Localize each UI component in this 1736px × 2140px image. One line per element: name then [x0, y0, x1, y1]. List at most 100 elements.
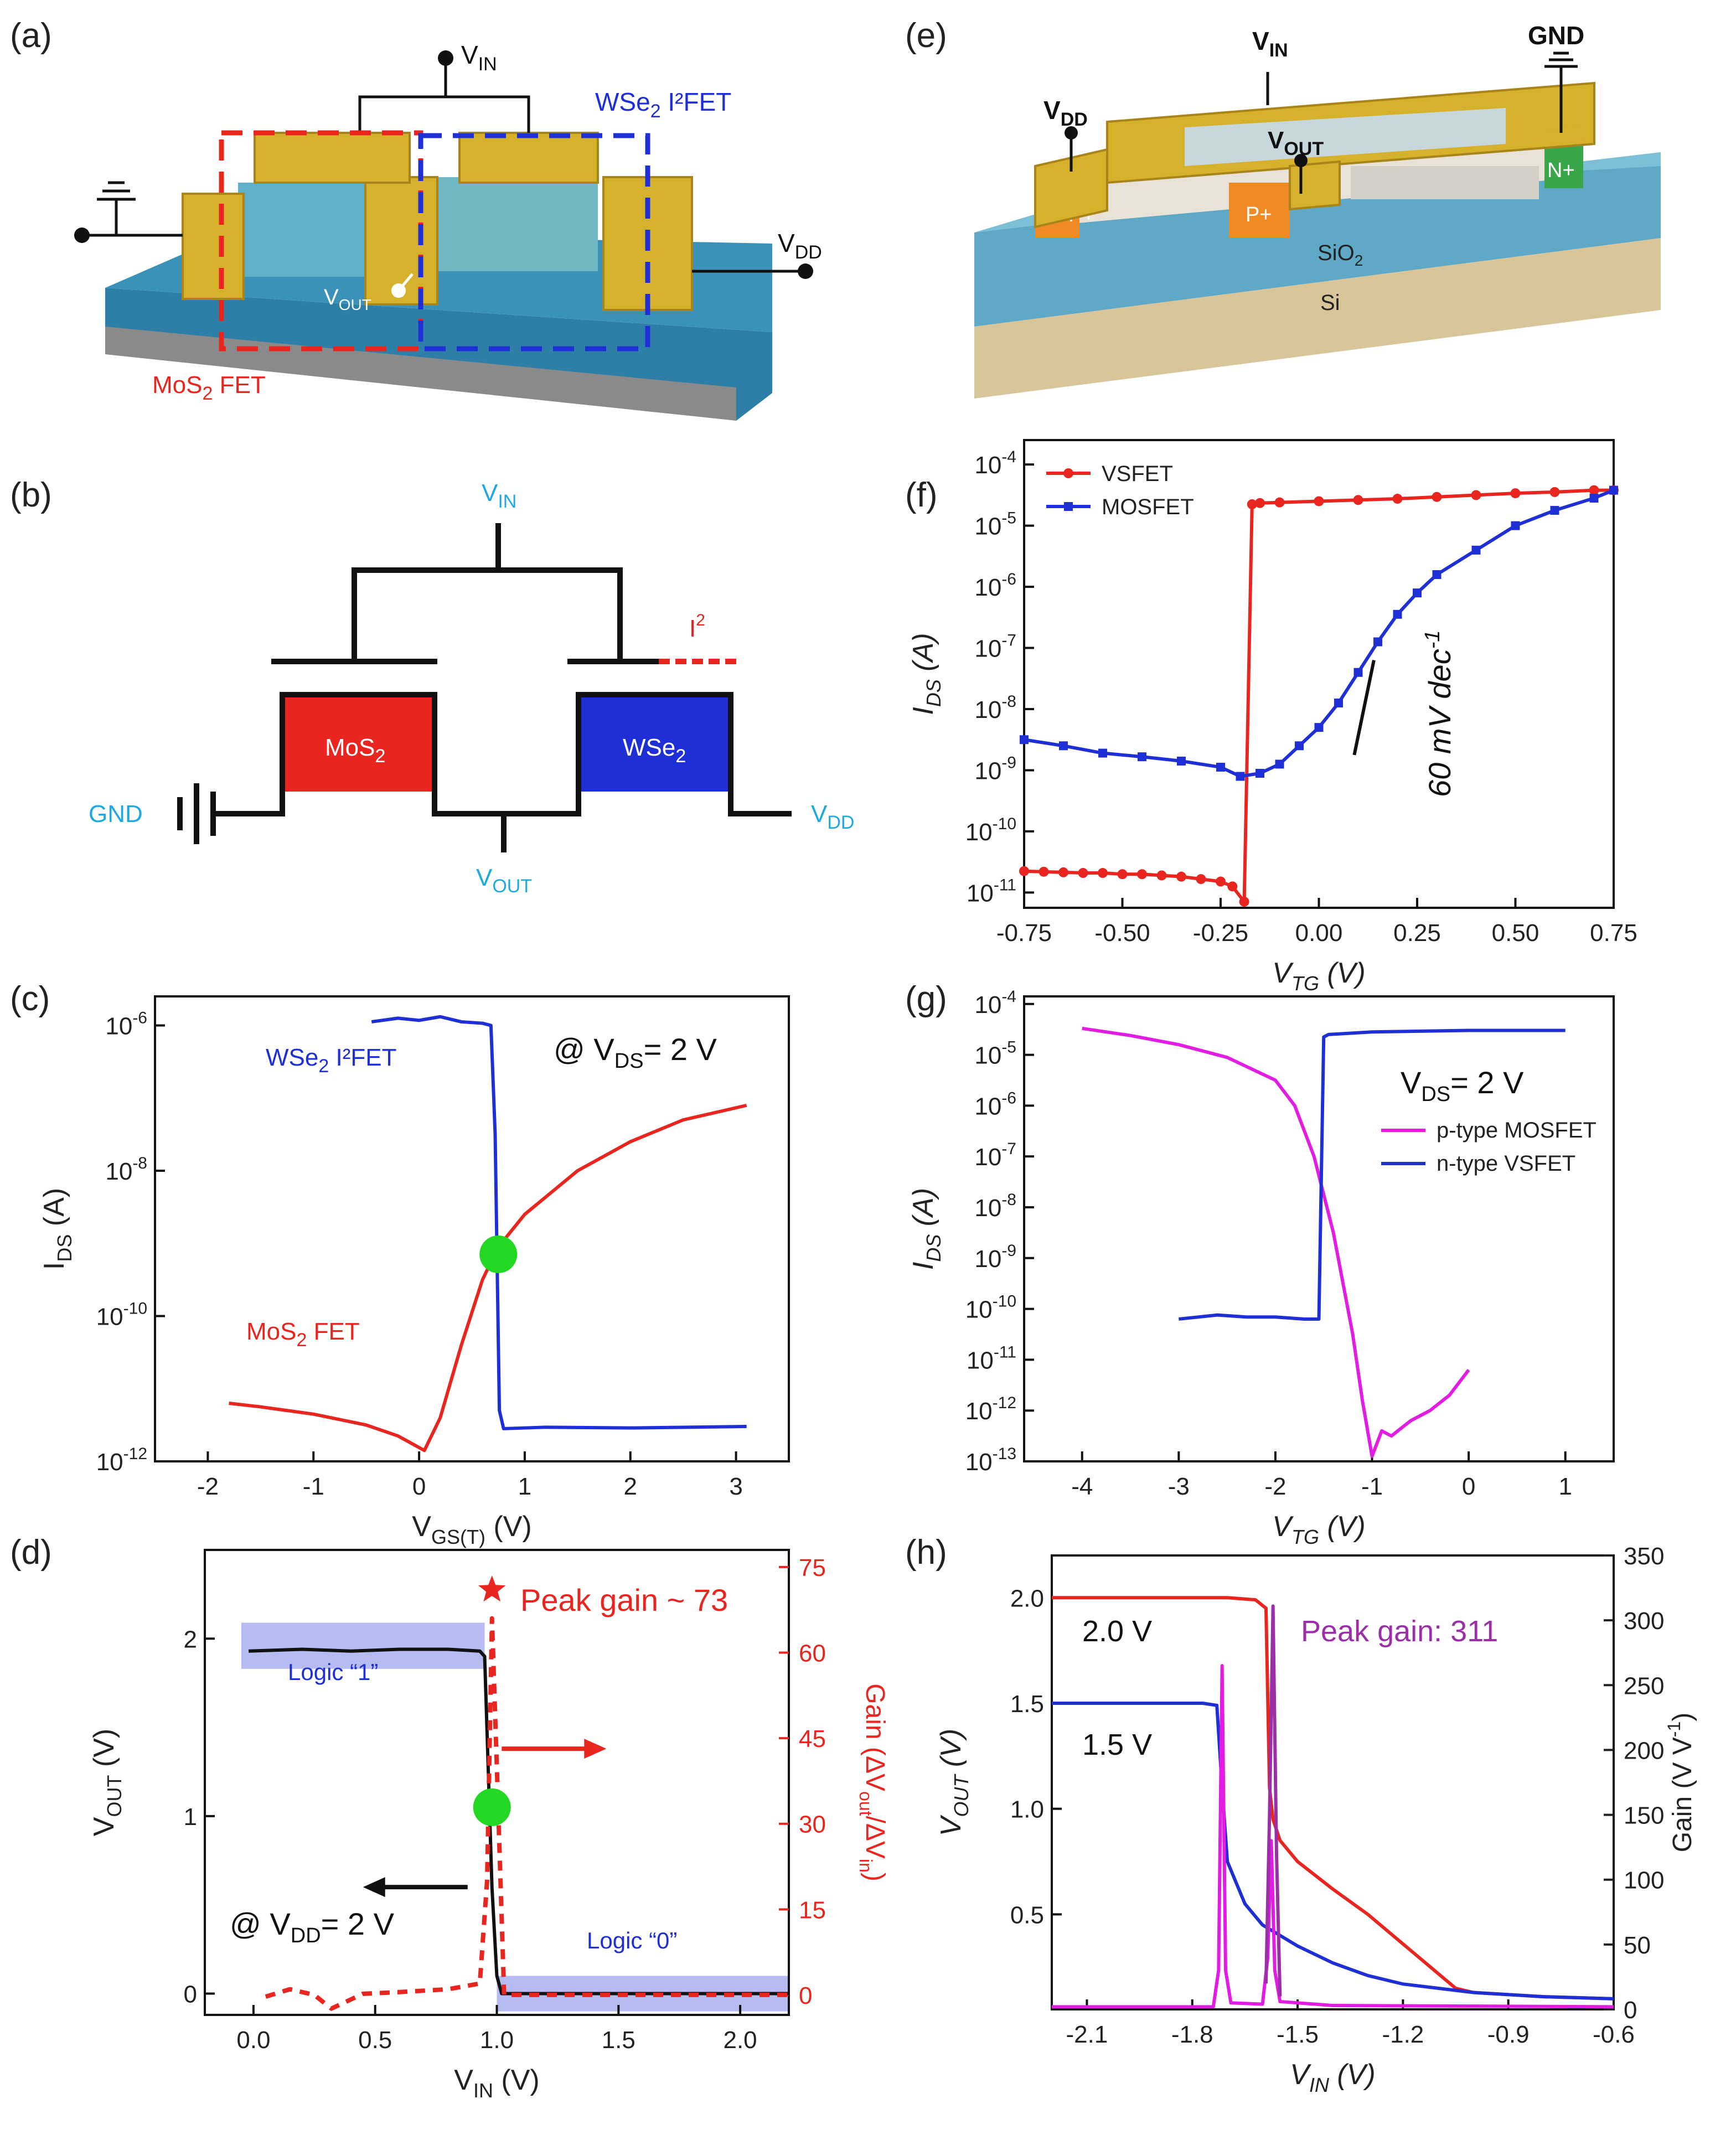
data-point: [1098, 868, 1108, 878]
y-tick-label: 10-10: [96, 1300, 147, 1331]
y-tick-label: 10-5: [974, 1038, 1016, 1069]
y-tick-label: 10-11: [967, 876, 1016, 907]
b-vdd-label: VDD: [811, 800, 854, 833]
h-v20-label: 2.0 V: [1082, 1615, 1152, 1648]
data-point: [1353, 668, 1363, 677]
b-wse2-block: [578, 695, 731, 792]
a-mos2-label: MoS2 FET: [152, 371, 266, 404]
panel-a: (a) VIN VDD VOUT WSe2 I²FET Mo: [10, 17, 822, 421]
data-point: [1098, 748, 1107, 758]
y-tick-label: 10-12: [96, 1445, 147, 1476]
y2-tick-label: 200: [1624, 1737, 1664, 1764]
data-point: [1156, 870, 1167, 881]
series-line-wse2-i-fet: [371, 1015, 747, 1430]
data-point: [1275, 759, 1284, 769]
data-point: [1550, 506, 1559, 515]
y-axis-title: IDS (A): [907, 1188, 945, 1270]
data-point: [1314, 496, 1324, 506]
d-logic1-label: Logic “1”: [288, 1659, 378, 1685]
data-point: [1334, 698, 1343, 707]
x-tick-label: -1.5: [1277, 2021, 1319, 2048]
data-point: [1196, 874, 1206, 885]
c-mos2-label: MoS2 FET: [246, 1318, 360, 1351]
series-line-mosfet: [1024, 488, 1615, 778]
y2-tick-label: 0: [799, 1982, 812, 2009]
y-tick-label: 1: [184, 1803, 197, 1831]
b-gnd-label: GND: [89, 800, 143, 828]
y2-tick-label: 250: [1624, 1672, 1664, 1699]
x-tick-label: 1.5: [602, 2027, 636, 2054]
gate-electrode-right: [458, 132, 599, 184]
data-point: [1117, 869, 1128, 880]
series-line-p-type-mosfet: [1082, 1026, 1470, 1458]
x-tick-label: -0.6: [1593, 2021, 1635, 2048]
data-point: [1078, 868, 1088, 878]
y-tick-label: 10-4: [974, 988, 1016, 1019]
y-tick-label: 10-8: [974, 692, 1016, 723]
e-vdd-label: VDD: [1043, 96, 1088, 130]
data-point: [1020, 735, 1029, 745]
data-point: [1413, 588, 1422, 598]
x-tick-label: -2: [1264, 1473, 1286, 1500]
series-line-gain-1-5-v: [1052, 1664, 1614, 2009]
b-mos2-label: MoS2: [325, 734, 385, 767]
f-slope-label: 60 mV dec-1: [1421, 630, 1457, 798]
e-vdd-electrode: [1034, 148, 1108, 229]
y-axis-title: VOUT (V): [88, 1729, 126, 1836]
x-tick-label: -1: [303, 1473, 324, 1500]
data-point: [1236, 772, 1245, 781]
y2-tick-label: 150: [1624, 1802, 1664, 1829]
g-annotation: VDS= 2 V: [1401, 1065, 1524, 1106]
data-point: [1019, 866, 1029, 876]
series-line-mos2-fet: [229, 1103, 747, 1452]
x-axis-title: VIN (V): [454, 2064, 539, 2102]
x-tick-label: 2.0: [723, 2027, 757, 2054]
y-axis-title: VOUT (V): [935, 1729, 973, 1836]
plot-frame-g: [1023, 995, 1615, 1462]
e-p-plus-right: [1229, 183, 1290, 238]
x-tick-label: -2: [197, 1473, 219, 1500]
panel-e-label: (e): [905, 17, 947, 55]
y-tick-label: 10-9: [974, 753, 1016, 784]
y-tick-label: 10-10: [965, 815, 1016, 846]
vout-lead: [397, 273, 414, 292]
panel-b-label: (b): [10, 476, 52, 514]
a-vout-label: VOUT: [324, 285, 371, 313]
legend-label: MOSFET: [1102, 495, 1194, 519]
h-v15-label: 1.5 V: [1082, 1728, 1152, 1761]
data-point: [1432, 570, 1442, 580]
x-tick-label: 1: [518, 1473, 531, 1500]
d-annotation: @ VDD= 2 V: [230, 1906, 395, 1947]
data-point: [1510, 488, 1521, 499]
b-i2-label: I2: [689, 611, 705, 642]
legend-label: p-type MOSFET: [1437, 1118, 1596, 1143]
x-tick-label: -1.8: [1171, 2021, 1213, 2048]
b-gate-bus: [352, 567, 623, 661]
x-tick-label: -1.2: [1382, 2021, 1424, 2048]
y-tick-label: 10-12: [965, 1394, 1016, 1425]
y-tick-label: 10-10: [965, 1293, 1016, 1324]
data-point: [1038, 866, 1049, 877]
x-tick-label: 0: [412, 1473, 426, 1500]
panel-f-label: (f): [905, 476, 938, 514]
y-tick-label: 10-7: [974, 1140, 1016, 1171]
data-point: [1432, 492, 1442, 502]
panel-c-label: (c): [10, 980, 50, 1018]
x-axis-title: VTG (V): [1272, 1511, 1365, 1548]
data-point: [1589, 493, 1599, 503]
h-peak-label: Peak gain: 311: [1301, 1615, 1498, 1648]
y2-tick-label: 45: [799, 1725, 826, 1753]
x-tick-label: -0.25: [1193, 919, 1248, 947]
panel-e: (e) SiO2 Si P+ P+ N+ VDD VIN VOUT GND: [905, 17, 1661, 399]
vin-wire: [358, 95, 530, 133]
x-tick-label: -2.1: [1066, 2021, 1108, 2048]
series-line-gain-2-0-v: [1264, 1604, 1282, 1997]
data-point: [1255, 498, 1265, 508]
data-point: [1247, 499, 1257, 509]
data-point: [1227, 881, 1238, 892]
series-line-vsfet: [1024, 488, 1614, 903]
y-tick-label: 10-4: [974, 448, 1016, 479]
x-tick-label: 1.0: [480, 2027, 514, 2054]
panel-a-label: (a): [10, 17, 52, 55]
